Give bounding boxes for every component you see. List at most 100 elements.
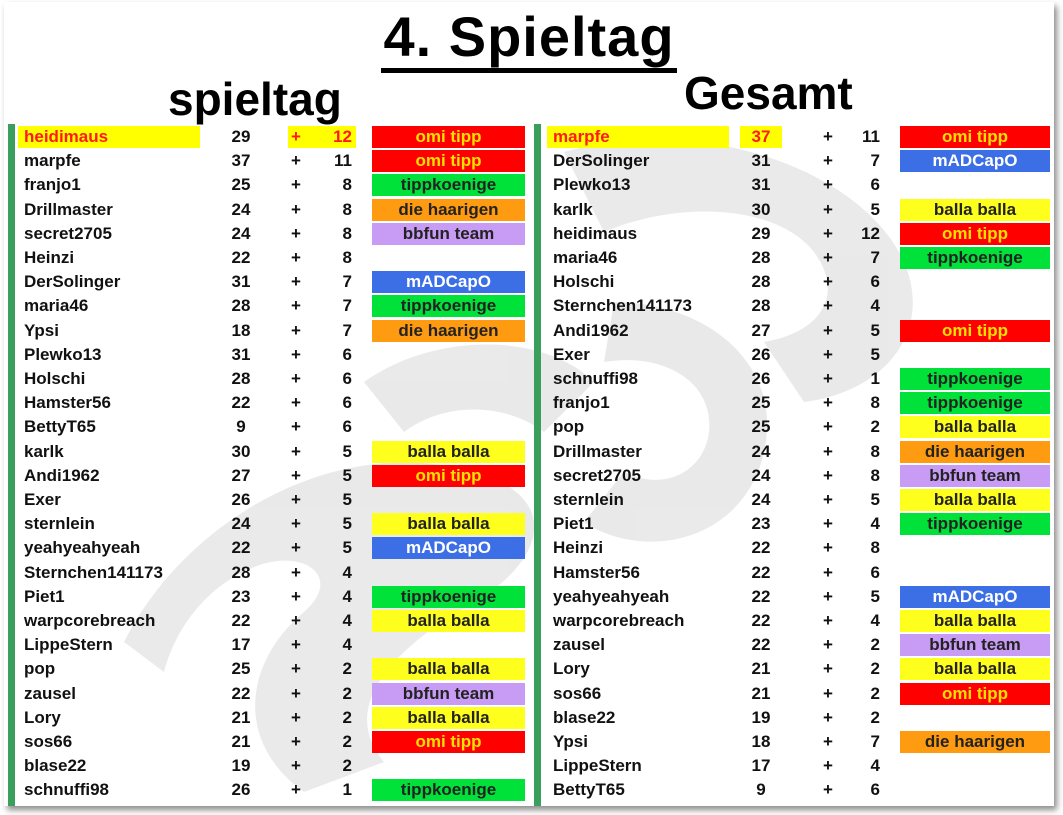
matchday-points: 6 bbox=[342, 417, 352, 437]
total-points: 24 bbox=[231, 514, 251, 534]
team-badge: mADCapO bbox=[900, 585, 1050, 608]
player-name: zausel bbox=[24, 683, 76, 703]
total-points: 18 bbox=[751, 732, 771, 751]
plus-sign: + bbox=[823, 344, 833, 364]
team-badge: balla balla bbox=[372, 658, 525, 681]
matchday-points: 4 bbox=[342, 611, 352, 630]
matchday-points: 5 bbox=[870, 490, 880, 509]
player-name: Drillmaster bbox=[24, 199, 113, 219]
total-points: 9 bbox=[236, 417, 246, 437]
total-points: 22 bbox=[751, 635, 771, 655]
matchday-points: 8 bbox=[342, 199, 352, 219]
table-row: yeahyeahyeah 22 +5 mADCapO bbox=[4, 585, 1054, 610]
matchday-points: 2 bbox=[342, 659, 352, 679]
matchday-points: 2 bbox=[342, 707, 352, 727]
matchday-points: 2 bbox=[870, 417, 880, 437]
total-points: 27 bbox=[231, 465, 251, 485]
page-title: 4. Spieltag bbox=[4, 5, 1054, 73]
table-row: DerSolinger 31 +7 mADCapO bbox=[4, 150, 1054, 174]
total-points: 22 bbox=[751, 611, 771, 630]
plus-sign: + bbox=[291, 611, 301, 630]
plus-sign: + bbox=[823, 127, 833, 146]
total-points: 37 bbox=[231, 151, 251, 171]
total-points: 23 bbox=[751, 514, 771, 534]
table-row: Sternchen141173 28 +4 bbox=[4, 562, 1054, 586]
total-points: 21 bbox=[231, 732, 251, 751]
total-points: 25 bbox=[751, 393, 771, 413]
plus-sign: + bbox=[291, 756, 301, 776]
plus-sign: + bbox=[823, 151, 833, 171]
plus-sign: + bbox=[823, 393, 833, 413]
total-points: 28 bbox=[751, 296, 771, 316]
team-badge: mADCapO bbox=[372, 271, 525, 294]
team-badge: balla balla bbox=[372, 610, 525, 632]
player-name: schnuffi98 bbox=[553, 369, 639, 388]
player-name: DerSolinger bbox=[24, 272, 121, 292]
plus-sign: + bbox=[291, 635, 301, 655]
left-green-bar bbox=[8, 124, 15, 806]
matchday-points: 6 bbox=[870, 780, 880, 800]
matchday-points: 1 bbox=[342, 780, 352, 800]
table-row: Drillmaster 24 +8 die haarigen bbox=[4, 440, 1054, 465]
total-points: 22 bbox=[231, 538, 251, 558]
player-name: Plewko13 bbox=[24, 344, 102, 364]
table-row: Heinzi 22 +8 bbox=[4, 247, 1054, 271]
team-badge: die haarigen bbox=[372, 198, 525, 221]
team-badge: bbfun team bbox=[900, 464, 1050, 487]
team-badge: mADCapO bbox=[372, 537, 525, 560]
table-row: heidimaus 29 +12 omi tipp bbox=[4, 222, 1054, 247]
matchday-points: 2 bbox=[870, 635, 880, 655]
total-points: 24 bbox=[751, 441, 771, 461]
matchday-points: 7 bbox=[870, 732, 880, 751]
table-row: karlk 30 +5 balla balla bbox=[4, 440, 1054, 465]
table-row: secret2705 24 +8 bbfun team bbox=[4, 222, 1054, 247]
player-name: pop bbox=[24, 659, 56, 679]
table-row: Andi1962 27 +5 omi tipp bbox=[4, 319, 1054, 344]
player-name: Exer bbox=[24, 490, 61, 509]
player-name: Hamster56 bbox=[24, 393, 111, 413]
team-badge: omi tipp bbox=[900, 319, 1050, 342]
table-row: secret2705 24 +8 bbfun team bbox=[4, 464, 1054, 489]
table-row: zausel 22 +2 bbfun team bbox=[4, 682, 1054, 707]
plus-sign: + bbox=[823, 223, 833, 243]
plus-sign: + bbox=[823, 320, 833, 340]
table-row: marpfe 37 +11 omi tipp bbox=[4, 150, 1054, 174]
plus-sign: + bbox=[291, 732, 301, 751]
table-row: Hamster56 22 +6 bbox=[4, 392, 1054, 416]
team-badge: omi tipp bbox=[900, 682, 1050, 705]
player-name: Lory bbox=[24, 707, 61, 727]
matchday-points: 6 bbox=[342, 393, 352, 413]
team-badge: balla balla bbox=[900, 416, 1050, 439]
matchday-points: 8 bbox=[870, 465, 880, 485]
matchday-points: 7 bbox=[870, 248, 880, 267]
team-badge: balla balla bbox=[900, 489, 1050, 511]
plus-sign: + bbox=[823, 417, 833, 437]
team-badge: tippkoenige bbox=[372, 174, 525, 197]
matchday-points: 6 bbox=[870, 175, 880, 195]
matchday-points: 12 bbox=[333, 127, 352, 146]
team-badge: die haarigen bbox=[372, 319, 525, 342]
player-name: yeahyeahyeah bbox=[24, 538, 141, 558]
player-name: pop bbox=[553, 417, 585, 437]
table-row: Piet1 23 +4 tippkoenige bbox=[4, 513, 1054, 537]
table-row: Andi1962 27 +5 omi tipp bbox=[4, 464, 1054, 489]
team-badge: bbfun team bbox=[372, 222, 525, 245]
team-badge: bbfun team bbox=[372, 682, 525, 705]
player-name: DerSolinger bbox=[553, 151, 650, 171]
plus-sign: + bbox=[291, 248, 301, 267]
total-points: 25 bbox=[231, 659, 251, 679]
player-name: BettyT65 bbox=[24, 417, 96, 437]
matchday-points: 4 bbox=[342, 562, 352, 582]
plus-sign: + bbox=[823, 586, 833, 606]
matchday-points: 8 bbox=[342, 223, 352, 243]
table-row: maria46 28 +7 tippkoenige bbox=[4, 295, 1054, 319]
table-row: Hamster56 22 +6 bbox=[4, 562, 1054, 586]
team-badge: tippkoenige bbox=[900, 368, 1050, 390]
table-row: maria46 28 +7 tippkoenige bbox=[4, 247, 1054, 271]
plus-sign: + bbox=[823, 756, 833, 776]
player-name: Drillmaster bbox=[553, 441, 642, 461]
plus-sign: + bbox=[291, 369, 301, 388]
team-badge: balla balla bbox=[900, 658, 1050, 681]
plus-sign: + bbox=[291, 175, 301, 195]
team-badge: mADCapO bbox=[900, 150, 1050, 173]
